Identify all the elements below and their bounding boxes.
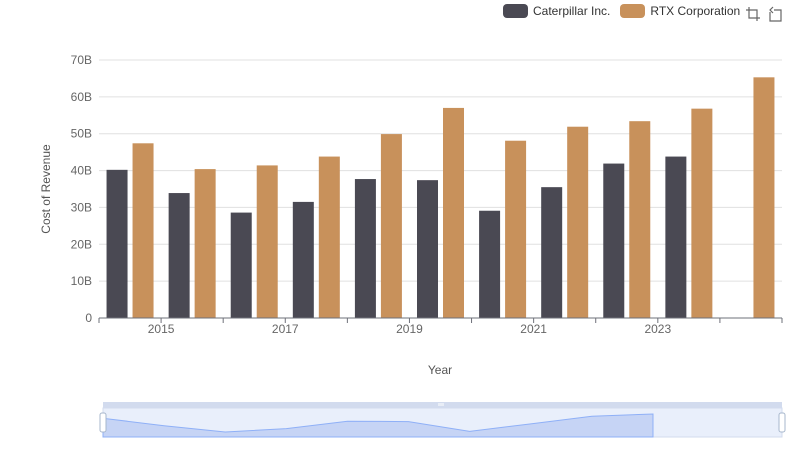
bar-rtx-corporation2017[interactable] [318, 156, 340, 318]
bar-rtx-corporation2022[interactable] [629, 121, 651, 318]
bar-caterpillar-inc-2017[interactable] [292, 201, 314, 318]
x-tick-label: 2023 [644, 322, 671, 336]
y-tick-label: 60B [71, 90, 92, 104]
legend-item-rtx[interactable]: RTX Corporation [620, 4, 740, 18]
bar-rtx-corporation2016[interactable] [256, 165, 278, 318]
bar-rtx-corporation2014[interactable] [132, 143, 154, 318]
y-tick-label: 40B [71, 164, 92, 178]
bar-caterpillar-inc-2023[interactable] [665, 156, 687, 318]
legend-item-caterpillar[interactable]: Caterpillar Inc. [503, 4, 610, 18]
bar-caterpillar-inc-2016[interactable] [230, 212, 252, 318]
bar-caterpillar-inc-2021[interactable] [541, 187, 563, 318]
y-tick-label: 10B [71, 274, 92, 288]
y-tick-label: 30B [71, 200, 92, 214]
datazoom-handle-left[interactable] [99, 412, 107, 433]
bar-caterpillar-inc-2018[interactable] [354, 179, 376, 318]
bar-caterpillar-inc-2019[interactable] [417, 180, 438, 318]
legend-swatch-rtx [620, 4, 646, 18]
bar-caterpillar-inc-2020[interactable] [479, 210, 501, 318]
legend: Caterpillar Inc. RTX Corporation [503, 4, 750, 18]
x-tick-label: 2017 [272, 322, 299, 336]
bars-layer [106, 77, 775, 319]
x-tick-label: 2019 [396, 322, 423, 336]
data-zoom-slider[interactable] [99, 402, 786, 438]
bar-rtx-corporation2020[interactable] [505, 140, 527, 318]
axis-layer: 0 10B 20B 30B 40B 50B 60B 70B 2015 2017 2019 2021 20… [71, 53, 783, 336]
y-axis-title: Cost of Revenue [39, 144, 53, 234]
bar-rtx-corporation2024[interactable] [753, 77, 775, 318]
bar-caterpillar-inc-2014[interactable] [106, 169, 128, 318]
x-tick-label: 2021 [520, 322, 547, 336]
legend-swatch-caterpillar [503, 4, 528, 18]
bar-caterpillar-inc-2022[interactable] [603, 163, 625, 318]
y-tick-label: 70B [71, 53, 92, 67]
bar-rtx-corporation2021[interactable] [567, 126, 589, 318]
legend-label-rtx: RTX Corporation [650, 4, 741, 18]
legend-label-caterpillar: Caterpillar Inc. [533, 4, 611, 18]
restore-icon[interactable] [767, 6, 783, 22]
datazoom-preview-area [102, 413, 654, 438]
bar-rtx-corporation2019[interactable] [443, 107, 464, 319]
bar-rtx-corporation2018[interactable] [380, 134, 402, 318]
toolbox [745, 6, 783, 22]
zoom-icon[interactable] [745, 6, 761, 22]
x-tick-label: 2015 [148, 322, 175, 336]
x-axis-title: Year [428, 363, 452, 377]
y-tick-label: 20B [71, 237, 92, 251]
y-tick-label: 50B [71, 127, 92, 141]
bar-rtx-corporation2023[interactable] [691, 108, 713, 318]
y-tick-label: 0 [85, 311, 92, 325]
bar-caterpillar-inc-2015[interactable] [168, 193, 190, 318]
datazoom-handle-right[interactable] [778, 412, 786, 433]
bar-rtx-corporation2015[interactable] [194, 169, 216, 318]
